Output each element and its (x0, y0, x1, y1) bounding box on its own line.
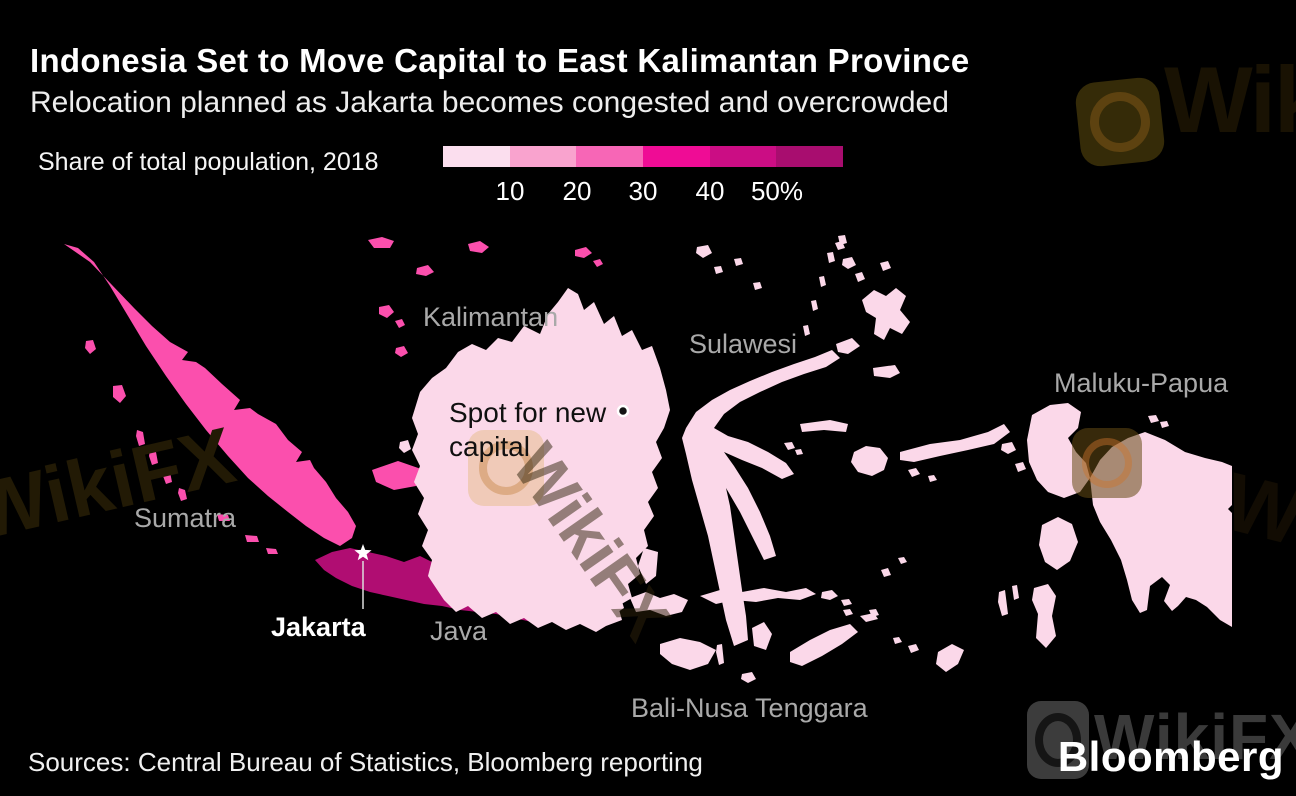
label-java: Java (430, 616, 488, 646)
bloomberg-logo: Bloomberg (1057, 733, 1284, 780)
islands-bali-nusa (566, 557, 907, 683)
label-sumatra: Sumatra (134, 503, 237, 533)
legend-tick-30: 30 (628, 176, 658, 206)
jakarta-star-icon (354, 544, 372, 561)
legend-bin (776, 146, 844, 167)
page-subtitle: Relocation planned as Jakarta becomes co… (30, 86, 949, 119)
islets-papua (996, 415, 1169, 472)
papua-main (1090, 432, 1232, 627)
legend-title: Share of total population, 2018 (38, 148, 379, 176)
label-bali-nusa: Bali-Nusa Tenggara (631, 693, 868, 723)
legend-bin (709, 146, 777, 167)
region-sulawesi (682, 235, 860, 665)
legend-bin (509, 146, 577, 167)
page-title: Indonesia Set to Move Capital to East Ka… (30, 42, 970, 79)
legend-bin (443, 146, 510, 167)
island-sumatra-main (64, 244, 356, 546)
source-line: Sources: Central Bureau of Statistics, B… (28, 747, 703, 777)
new-capital-marker (616, 404, 630, 418)
legend-tick-10: 10 (495, 176, 525, 206)
islands-maluku (800, 241, 1056, 672)
legend-tick-20: 20 (562, 176, 592, 206)
region-kalimantan (399, 288, 670, 632)
island-sulawesi-main (682, 350, 840, 646)
region-maluku-papua (800, 241, 1232, 672)
legend-bar (443, 146, 844, 167)
legend-tick-40: 40 (695, 176, 725, 206)
annotation-new-capital-line2: capital (449, 431, 530, 462)
annotation-new-capital-line1: Spot for new (449, 397, 607, 428)
wikifx-watermark-text-bottom-right: WikiFX (1094, 701, 1296, 773)
papua-birds-head (1027, 403, 1090, 498)
region-bali-nusa (566, 557, 907, 683)
label-kalimantan: Kalimantan (423, 302, 559, 332)
label-sulawesi: Sulawesi (689, 329, 798, 359)
legend-bin (576, 146, 644, 167)
label-maluku-papua: Maluku-Papua (1054, 368, 1229, 398)
annotation-jakarta: Jakarta (271, 612, 366, 642)
legend-tick-50: 50% (750, 176, 804, 206)
papua-bomberai (1039, 517, 1078, 570)
wikifx-watermark-logo-bottom-right (1027, 701, 1089, 779)
region-sumatra (64, 237, 603, 554)
legend-bin (643, 146, 710, 167)
island-kalimantan-main (412, 288, 670, 632)
